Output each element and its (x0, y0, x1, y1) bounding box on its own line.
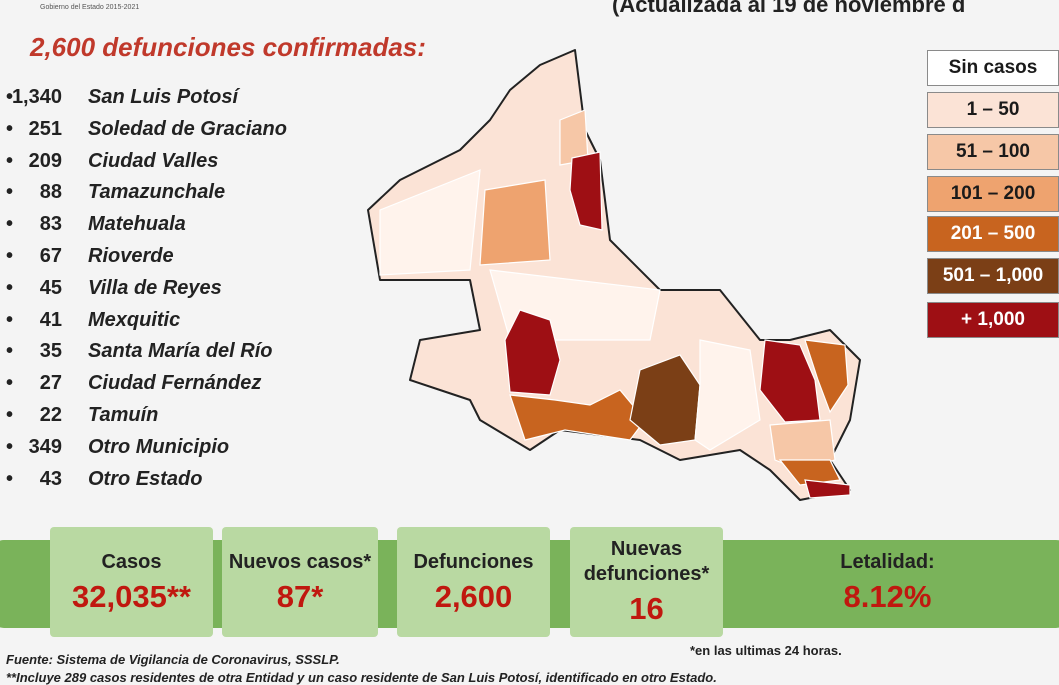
map-region (778, 459, 841, 486)
municipality-name: Santa María del Río (88, 340, 273, 363)
municipality-name: Rioverde (88, 245, 174, 267)
death-count: 43 (0, 468, 62, 491)
municipality-name: Ciudad Fernández (88, 372, 262, 395)
municipality-name: Tamazunchale (88, 181, 226, 204)
municipality-row: 27 Ciudad Fernández (0, 372, 360, 402)
map-region (694, 339, 761, 451)
municipality-name: Matehuala (88, 213, 186, 236)
municipality-row: 67 Rioverde (0, 245, 360, 275)
death-count: 67 (0, 245, 62, 268)
map-region (504, 309, 561, 396)
municipality-row: 41 Mexquitic (0, 309, 360, 339)
title: 2,600 defunciones confirmadas: (30, 32, 426, 62)
death-count: 88 (0, 181, 62, 204)
map-region (569, 151, 603, 231)
municipality-row: 35 Santa María del Río (0, 340, 360, 370)
municipality-row: 209 Ciudad Valles (0, 150, 360, 180)
death-count: 83 (0, 213, 62, 236)
map-region (759, 339, 821, 423)
death-count: 35 (0, 340, 62, 363)
municipality-name: Otro Municipio (88, 435, 230, 458)
legend-entry: 101 – 200 (927, 176, 1059, 212)
map-region (479, 179, 551, 266)
death-count: 251 (0, 118, 62, 141)
stat-box: Nuevos casos* 87* (222, 527, 378, 637)
stat-value: 8.12% (843, 578, 932, 614)
legend-entry: 501 – 1,000 (927, 258, 1059, 294)
map-region (804, 339, 849, 414)
municipality-row: 88 Tamazunchale (0, 181, 360, 211)
death-count: 27 (0, 372, 62, 395)
municipality-name: San Luis Potosí (88, 86, 239, 108)
municipality-name: Soledad de Graciano (88, 117, 287, 140)
legend-entry: + 1,000 (927, 302, 1059, 338)
footnote-24h: *en las ultimas 24 horas. (690, 643, 842, 658)
legend-entry: 1 – 50 (927, 92, 1059, 128)
municipality-row: 83 Matehuala (0, 213, 360, 243)
stat-box: Defunciones 2,600 (397, 527, 550, 637)
note: **Incluye 289 casos residentes de otra E… (6, 670, 717, 685)
stat-box: Nuevas defunciones* 16 (570, 527, 723, 637)
stat-box: Letalidad: 8.12% (780, 527, 995, 637)
municipality-name: Tamuín (88, 404, 159, 426)
update-note: (Actualizada al 19 de noviembre d (612, 0, 966, 17)
municipality-row: 43 Otro Estado (0, 468, 360, 498)
map (367, 49, 861, 501)
legend-entry: 51 – 100 (927, 134, 1059, 170)
death-count: 349 (0, 436, 62, 459)
logo-caption: Gobierno del Estado 2015-2021 (40, 4, 140, 11)
stat-value: 16 (629, 591, 664, 626)
stat-label: Defunciones (413, 550, 534, 573)
legend-entry: 201 – 500 (927, 216, 1059, 252)
municipality-row: 251 Soledad de Graciano (0, 118, 360, 148)
map-region (379, 169, 481, 276)
stat-label: Nuevos casos* (228, 550, 372, 573)
stat-label: Nuevas defunciones* (583, 538, 710, 585)
stat-label: Casos (101, 550, 162, 573)
municipality-row: 1,340 San Luis Potosí (0, 86, 360, 116)
municipality-row: 45 Villa de Reyes (0, 277, 360, 307)
municipality-name: Mexquitic (88, 308, 181, 331)
source: Fuente: Sistema de Vigilancia de Coronav… (6, 652, 340, 667)
death-count: 41 (0, 309, 62, 332)
map-region (804, 479, 851, 499)
legend-entry: Sin casos (927, 50, 1059, 86)
stat-value: 32,035** (72, 578, 191, 614)
stat-value: 2,600 (434, 578, 513, 614)
municipality-name: Ciudad Valles (88, 149, 219, 172)
stat-box: Casos 32,035** (50, 527, 213, 637)
municipality-name: Otro Estado (88, 467, 203, 490)
municipality-name: Villa de Reyes (88, 276, 222, 299)
municipality-row: 22 Tamuín (0, 404, 360, 434)
death-count: 1,340 (0, 86, 62, 109)
stat-label: Letalidad: (840, 550, 935, 573)
death-count: 209 (0, 150, 62, 173)
death-count: 22 (0, 404, 62, 427)
stat-value: 87* (276, 578, 324, 614)
municipality-row: 349 Otro Municipio (0, 436, 360, 466)
death-count: 45 (0, 277, 62, 300)
